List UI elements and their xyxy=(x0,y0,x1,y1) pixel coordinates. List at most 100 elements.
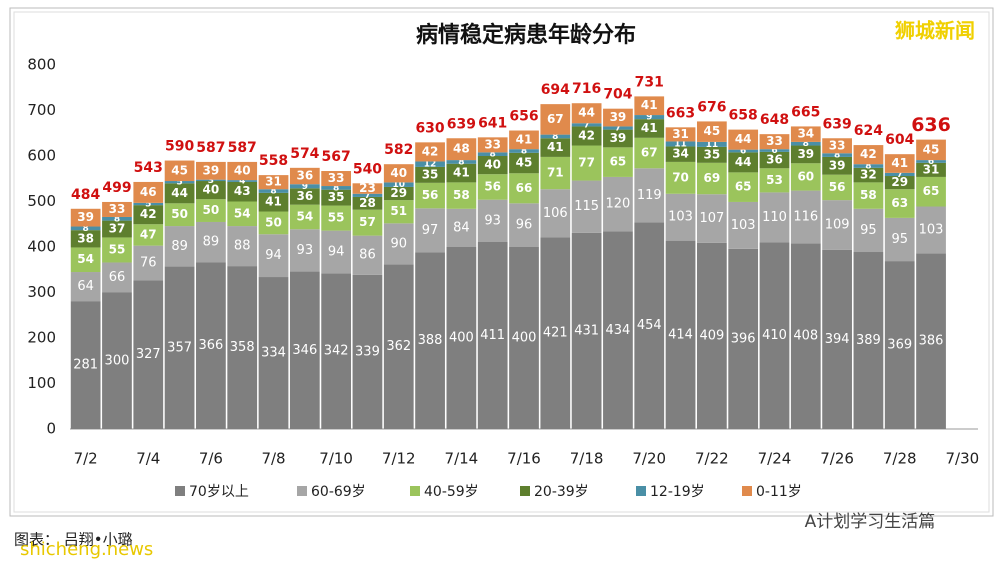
bar-segment xyxy=(321,273,352,429)
segment-label: 346 xyxy=(292,343,317,358)
bar-segment xyxy=(728,201,759,249)
bar-segment xyxy=(853,182,884,209)
segment-label: 89 xyxy=(203,235,220,250)
bar-segment xyxy=(822,156,852,175)
bar-segment xyxy=(196,221,226,263)
segment-label: 388 xyxy=(418,333,443,348)
bar-segment xyxy=(415,142,445,162)
x-tick-label: 7/4 xyxy=(136,450,160,468)
bar-segment xyxy=(133,224,164,246)
segment-label: 5 xyxy=(145,200,151,210)
bar-segment xyxy=(383,200,414,224)
segment-label: 41 xyxy=(265,195,282,209)
site: shicheng.news xyxy=(20,539,153,560)
segment-label: 11 xyxy=(674,139,687,149)
total-label: 604 xyxy=(885,132,914,148)
segment-label: 8 xyxy=(333,183,339,193)
y-tick-label: 0 xyxy=(46,420,56,438)
segment-label: 6 xyxy=(928,157,934,167)
bar-segment xyxy=(289,271,320,429)
segment-label: 334 xyxy=(261,346,286,361)
segment-label: 28 xyxy=(359,196,376,210)
bar-segment xyxy=(102,201,132,217)
bar-segment xyxy=(696,242,727,429)
bar-segment xyxy=(634,115,665,120)
total-label: 694 xyxy=(541,82,570,98)
segment-label: 34 xyxy=(797,127,814,141)
segment-label: 37 xyxy=(109,222,126,236)
segment-label: 39 xyxy=(797,147,814,161)
bar-segment xyxy=(227,180,258,182)
segment-label: 42 xyxy=(860,147,877,161)
x-tick-label: 7/6 xyxy=(199,450,223,468)
total-label: 587 xyxy=(196,140,225,156)
segment-label: 120 xyxy=(606,197,631,212)
bar-segment xyxy=(603,231,633,429)
bar-segment xyxy=(759,242,790,429)
y-tick-label: 500 xyxy=(27,192,56,210)
bar-segment xyxy=(289,204,320,230)
bar-segment xyxy=(571,103,602,124)
bar-segment xyxy=(383,164,414,183)
bar-segment xyxy=(352,183,383,194)
x-tick-label: 7/18 xyxy=(570,450,604,468)
bar-segment xyxy=(102,220,132,238)
bar-segment xyxy=(571,180,602,233)
segment-label: 84 xyxy=(453,220,470,235)
bar-segment xyxy=(258,175,289,190)
segment-label: 53 xyxy=(766,173,783,187)
bar-segment xyxy=(289,229,320,272)
segment-label: 56 xyxy=(829,180,846,194)
segment-label: 41 xyxy=(547,140,564,154)
total-label: 590 xyxy=(165,139,194,155)
segment-label: 48 xyxy=(453,142,470,156)
legend-label: 70岁以上 xyxy=(189,484,249,500)
segment-label: 454 xyxy=(637,318,662,333)
segment-label: 89 xyxy=(171,239,188,254)
bar-segment xyxy=(258,192,289,212)
segment-label: 39 xyxy=(610,131,627,145)
segment-label: 39 xyxy=(829,158,846,172)
segment-label: 69 xyxy=(704,171,721,185)
bar-segment xyxy=(634,119,665,138)
segment-label: 5 xyxy=(176,178,182,188)
bar-segment xyxy=(352,235,383,275)
bar-segment xyxy=(790,126,821,142)
total-label: 484 xyxy=(71,187,100,203)
bar-segment xyxy=(196,179,226,182)
segment-label: 88 xyxy=(234,239,251,254)
x-tick-label: 7/30 xyxy=(946,450,980,468)
segment-label: 358 xyxy=(230,340,255,355)
bar-segment xyxy=(102,292,132,429)
bar-segment xyxy=(540,104,571,135)
segment-label: 33 xyxy=(829,138,846,152)
bar-segment xyxy=(70,226,101,231)
x-tick-label: 7/2 xyxy=(74,450,98,468)
segment-label: 3 xyxy=(208,176,214,186)
segment-label: 29 xyxy=(891,175,908,189)
segment-label: 56 xyxy=(422,188,439,202)
bar-segment xyxy=(665,193,696,241)
bar-segment xyxy=(603,147,633,177)
segment-label: 33 xyxy=(484,137,501,151)
x-tick-label: 7/12 xyxy=(382,450,416,468)
bar-segment xyxy=(822,200,852,250)
bar-segment xyxy=(70,272,101,302)
segment-label: 77 xyxy=(578,156,595,170)
bar-segment xyxy=(509,152,539,174)
segment-label: 411 xyxy=(480,328,505,343)
bar-segment xyxy=(853,164,884,168)
x-tick-label: 7/14 xyxy=(445,450,479,468)
bar-segment xyxy=(133,202,164,206)
segment-label: 327 xyxy=(136,347,161,362)
segment-label: 342 xyxy=(324,344,349,359)
legend-swatch xyxy=(297,486,307,496)
legend-label: 40-59岁 xyxy=(424,484,479,500)
bar-segment xyxy=(227,226,258,267)
bar-segment xyxy=(728,152,759,173)
legend-label: 12-19岁 xyxy=(650,484,705,500)
segment-label: 50 xyxy=(171,207,188,221)
segment-label: 54 xyxy=(234,206,251,220)
total-label: 731 xyxy=(635,74,664,90)
